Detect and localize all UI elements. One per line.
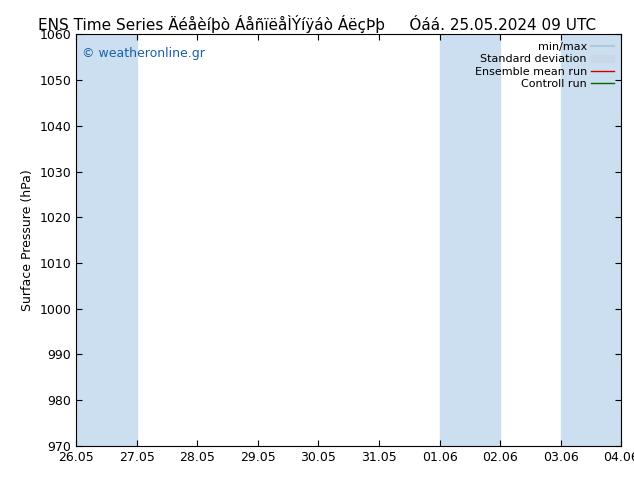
- Text: ENS Time Series Äéåèíþò ÁåñïëåÌÝíÿáò ÁëçÞþ     Óáá. 25.05.2024 09 UTC: ENS Time Series Äéåèíþò ÁåñïëåÌÝíÿáò Áëç…: [38, 15, 596, 33]
- Legend: min/max, Standard deviation, Ensemble mean run, Controll run: min/max, Standard deviation, Ensemble me…: [472, 40, 616, 91]
- Text: © weatheronline.gr: © weatheronline.gr: [82, 47, 204, 60]
- Bar: [439, 34, 500, 446]
- Bar: [560, 34, 621, 446]
- Bar: [76, 34, 137, 446]
- Y-axis label: Surface Pressure (hPa): Surface Pressure (hPa): [21, 169, 34, 311]
